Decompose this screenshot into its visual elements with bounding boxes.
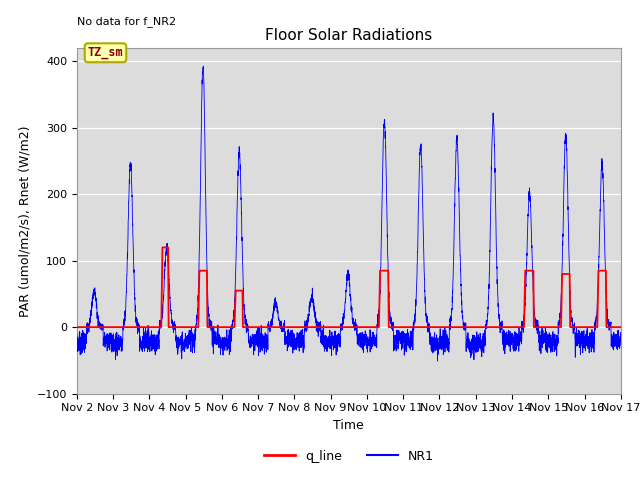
Title: Floor Solar Radiations: Floor Solar Radiations [265,28,433,43]
Text: TZ_sm: TZ_sm [88,46,124,60]
Text: No data for f_NR2: No data for f_NR2 [77,16,176,27]
X-axis label: Time: Time [333,419,364,432]
Y-axis label: PAR (umol/m2/s), Rnet (W/m2): PAR (umol/m2/s), Rnet (W/m2) [18,125,31,316]
Legend: q_line, NR1: q_line, NR1 [259,445,439,468]
